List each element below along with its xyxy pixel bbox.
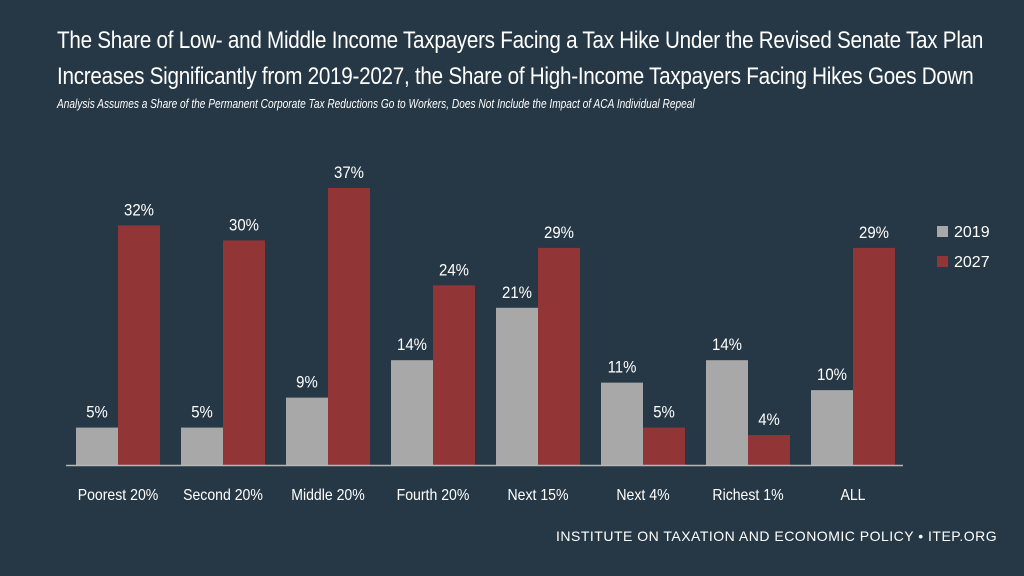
bar-2027-0 (118, 225, 160, 465)
data-label-2027-4: 29% (544, 224, 574, 242)
bar-2019-5 (601, 382, 643, 465)
data-label-2019-0: 5% (86, 404, 108, 422)
bar-2027-4 (538, 247, 580, 465)
data-label-2027-0: 32% (124, 202, 154, 220)
bar-2027-3 (433, 285, 475, 465)
bar-2019-7 (811, 390, 853, 465)
bar-2019-4 (496, 307, 538, 465)
data-label-2019-4: 21% (502, 284, 532, 302)
data-label-2019-7: 10% (817, 366, 847, 384)
chart-subtitle: Analysis Assumes a Share of the Permanen… (57, 96, 695, 111)
data-label-2019-1: 5% (191, 404, 213, 422)
legend: 2019 2027 (937, 224, 990, 271)
data-label-2027-3: 24% (439, 262, 469, 280)
legend-label-2019: 2019 (954, 224, 990, 241)
data-label-2027-6: 4% (758, 411, 780, 429)
data-label-2027-1: 30% (229, 217, 259, 235)
data-label-2019-3: 14% (397, 336, 427, 354)
x-tick-label-3: Fourth 20% (397, 486, 470, 504)
data-label-2019-6: 14% (712, 336, 742, 354)
chart-title-line-1: The Share of Low- and Middle Income Taxp… (57, 27, 984, 54)
x-tick-label-2: Middle 20% (291, 486, 365, 504)
data-label-2027-2: 37% (334, 164, 364, 182)
data-label-2027-5: 5% (653, 404, 675, 422)
bar-2019-3 (391, 360, 433, 465)
bar-2027-7 (853, 247, 895, 465)
bar-2027-2 (328, 188, 370, 465)
x-tick-label-5: Next 4% (616, 486, 669, 504)
source-credit: INSTITUTE ON TAXATION AND ECONOMIC POLIC… (556, 528, 998, 544)
data-label-2027-7: 29% (859, 224, 889, 242)
bar-2027-1 (223, 240, 265, 465)
x-tick-label-7: ALL (840, 486, 865, 504)
bars-layer: 5% 32% Poorest 20% 5% 30% Second 20% 9% 37% Midd… (76, 164, 895, 504)
bar-2019-0 (76, 427, 118, 465)
bar-2027-6 (748, 435, 790, 465)
bar-2019-1 (181, 427, 223, 465)
bar-2027-5 (643, 427, 685, 465)
x-tick-label-1: Second 20% (183, 486, 263, 504)
bar-2019-6 (706, 360, 748, 465)
legend-swatch-2019 (937, 226, 948, 237)
x-tick-label-0: Poorest 20% (78, 486, 159, 504)
chart-title-line-2: Increases Significantly from 2019-2027, … (57, 63, 974, 90)
legend-swatch-2027 (937, 256, 948, 267)
legend-label-2027: 2027 (954, 254, 990, 271)
data-label-2019-2: 9% (296, 374, 318, 392)
bar-2019-2 (286, 397, 328, 465)
x-tick-label-4: Next 15% (507, 486, 568, 504)
data-label-2019-5: 11% (608, 359, 637, 377)
x-tick-label-6: Richest 1% (712, 486, 783, 504)
